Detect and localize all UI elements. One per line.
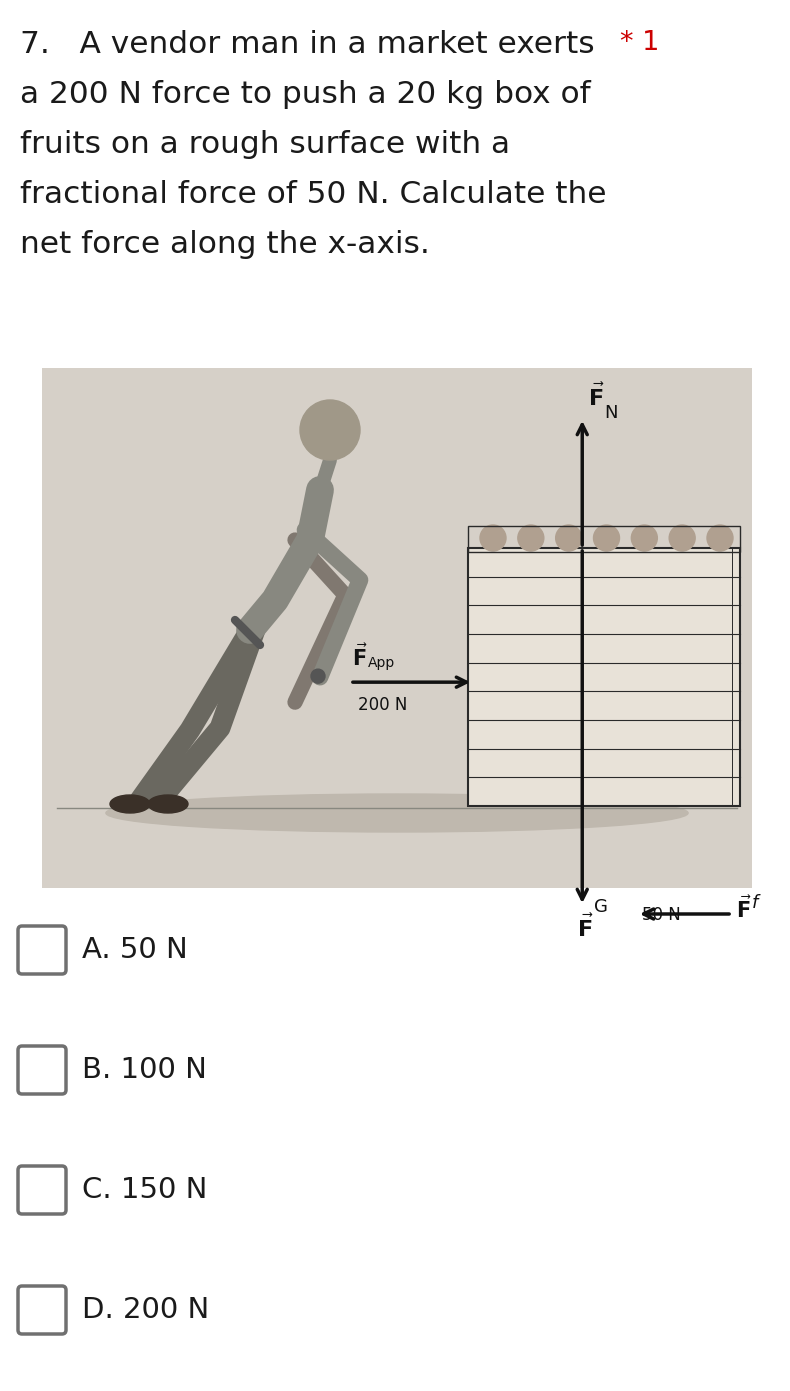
Ellipse shape [148, 796, 188, 812]
Circle shape [480, 524, 506, 551]
Circle shape [311, 669, 325, 683]
Text: $\vec{\mathbf{F}}$: $\vec{\mathbf{F}}$ [589, 383, 605, 410]
Text: $\vec{\mathbf{F}}$: $\vec{\mathbf{F}}$ [577, 914, 594, 942]
Text: G: G [594, 899, 608, 917]
Text: * 1: * 1 [620, 31, 660, 56]
Circle shape [555, 524, 581, 551]
Text: 200 N: 200 N [358, 696, 408, 714]
FancyBboxPatch shape [18, 1046, 66, 1093]
Text: 50 N: 50 N [642, 906, 681, 924]
Circle shape [517, 524, 544, 551]
Bar [468, 548, 740, 805]
Circle shape [707, 524, 733, 551]
Text: a 200 N force to push a 20 kg box of: a 200 N force to push a 20 kg box of [20, 81, 591, 108]
Bar [42, 369, 752, 887]
Ellipse shape [106, 794, 688, 832]
Text: D. 200 N: D. 200 N [82, 1296, 209, 1324]
Text: App: App [368, 657, 395, 670]
Text: $\vec{\mathbf{F}}$: $\vec{\mathbf{F}}$ [352, 644, 368, 670]
Text: $\vec{\mathbf{F}}$: $\vec{\mathbf{F}}$ [736, 896, 752, 922]
Text: net force along the x-axis.: net force along the x-axis. [20, 230, 430, 259]
Circle shape [300, 401, 360, 460]
Circle shape [631, 524, 657, 551]
Text: fruits on a rough surface with a: fruits on a rough surface with a [20, 129, 510, 159]
Text: f: f [752, 894, 758, 912]
Ellipse shape [110, 796, 150, 812]
Bar [468, 526, 740, 552]
Text: B. 100 N: B. 100 N [82, 1056, 207, 1084]
Circle shape [593, 524, 619, 551]
FancyBboxPatch shape [18, 1166, 66, 1214]
Text: fractional force of 50 N. Calculate the: fractional force of 50 N. Calculate the [20, 179, 607, 209]
FancyBboxPatch shape [18, 1287, 66, 1334]
FancyBboxPatch shape [18, 926, 66, 974]
Text: 7.   A vendor man in a market exerts: 7. A vendor man in a market exerts [20, 31, 595, 58]
Text: C. 150 N: C. 150 N [82, 1175, 207, 1205]
Text: A. 50 N: A. 50 N [82, 936, 188, 964]
Text: N: N [604, 403, 618, 421]
Circle shape [669, 524, 695, 551]
